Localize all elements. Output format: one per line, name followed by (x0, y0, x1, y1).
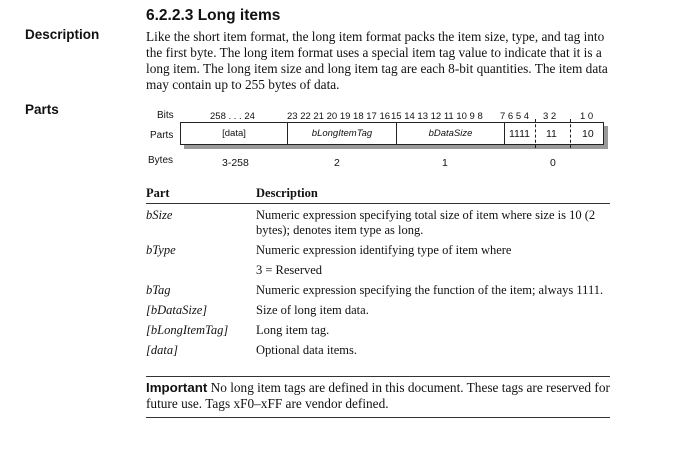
description-paragraph: Like the short item format, the long ite… (146, 29, 608, 92)
important-bottom-rule (146, 417, 610, 418)
part-data-label: [data] (222, 128, 246, 139)
side-label-parts: Parts (25, 102, 59, 117)
part-data: [data] (180, 122, 287, 145)
table-row-description: Numeric expression specifying the functi… (256, 283, 604, 297)
bytes-size: 1 (442, 157, 448, 169)
important-label: Important (146, 380, 208, 395)
bytes-tag: 2 (334, 157, 340, 169)
side-label-description: Description (25, 27, 100, 42)
parts-box-row: [data] bLongItemTag bDataSize 1111 11 10 (180, 119, 608, 149)
bits-prefix-size: 1 0 (580, 111, 594, 122)
table-row-description: 3 = Reserved (256, 263, 323, 277)
table-row-part: bSize (146, 208, 173, 222)
prefix-divider-2 (570, 119, 571, 148)
prefix-tag-value: 1111 (509, 127, 531, 140)
table-row-part: [data] (146, 343, 178, 357)
prefix-type-value: 11 (546, 127, 557, 140)
important-top-rule (146, 376, 610, 377)
table-row-description: Optional data items. (256, 343, 358, 357)
bits-prefix-tag: 7 6 5 4 (500, 111, 530, 122)
table-row-description: Numeric expression specifying total size… (256, 208, 596, 237)
bits-data: 258 . . . 24 (210, 111, 255, 122)
bytes-row-label: Bytes (148, 155, 174, 166)
section-heading: 6.2.2.3 Long items (146, 7, 281, 24)
table-header-description: Description (256, 186, 318, 200)
part-prefix: 1111 11 10 (504, 122, 604, 145)
part-size-label: bDataSize (428, 128, 473, 139)
table-row-description: Size of long item data. (256, 303, 369, 317)
part-long-item-tag: bLongItemTag (287, 122, 396, 145)
table-header-rule (146, 203, 610, 204)
bytes-data: 3-258 (222, 157, 249, 169)
bytes-prefix: 0 (550, 157, 556, 169)
bits-size: 15 14 13 12 11 10 9 8 (391, 111, 483, 122)
bits-prefix-type: 3 2 (543, 111, 557, 122)
table-row-description: Long item tag. (256, 323, 330, 337)
bits-row-label: Bits (157, 110, 174, 121)
table-row-part: [bDataSize] (146, 303, 208, 317)
table-row-part: [bLongItemTag] (146, 323, 229, 337)
bits-tag: 23 22 21 20 19 18 17 16 (287, 111, 391, 122)
table-row-description: Numeric expression identifying type of i… (256, 243, 512, 257)
prefix-size-value: 10 (582, 127, 594, 140)
important-text: No long item tags are defined in this do… (146, 380, 610, 411)
parts-row-label: Parts (150, 130, 174, 141)
prefix-divider-1 (535, 119, 536, 148)
part-tag-label: bLongItemTag (311, 128, 373, 139)
table-row-part: bTag (146, 283, 171, 297)
part-data-size: bDataSize (396, 122, 504, 145)
table-row-part: bType (146, 243, 176, 257)
table-header-part: Part (146, 186, 170, 200)
important-note: Important No long item tags are defined … (146, 380, 610, 412)
